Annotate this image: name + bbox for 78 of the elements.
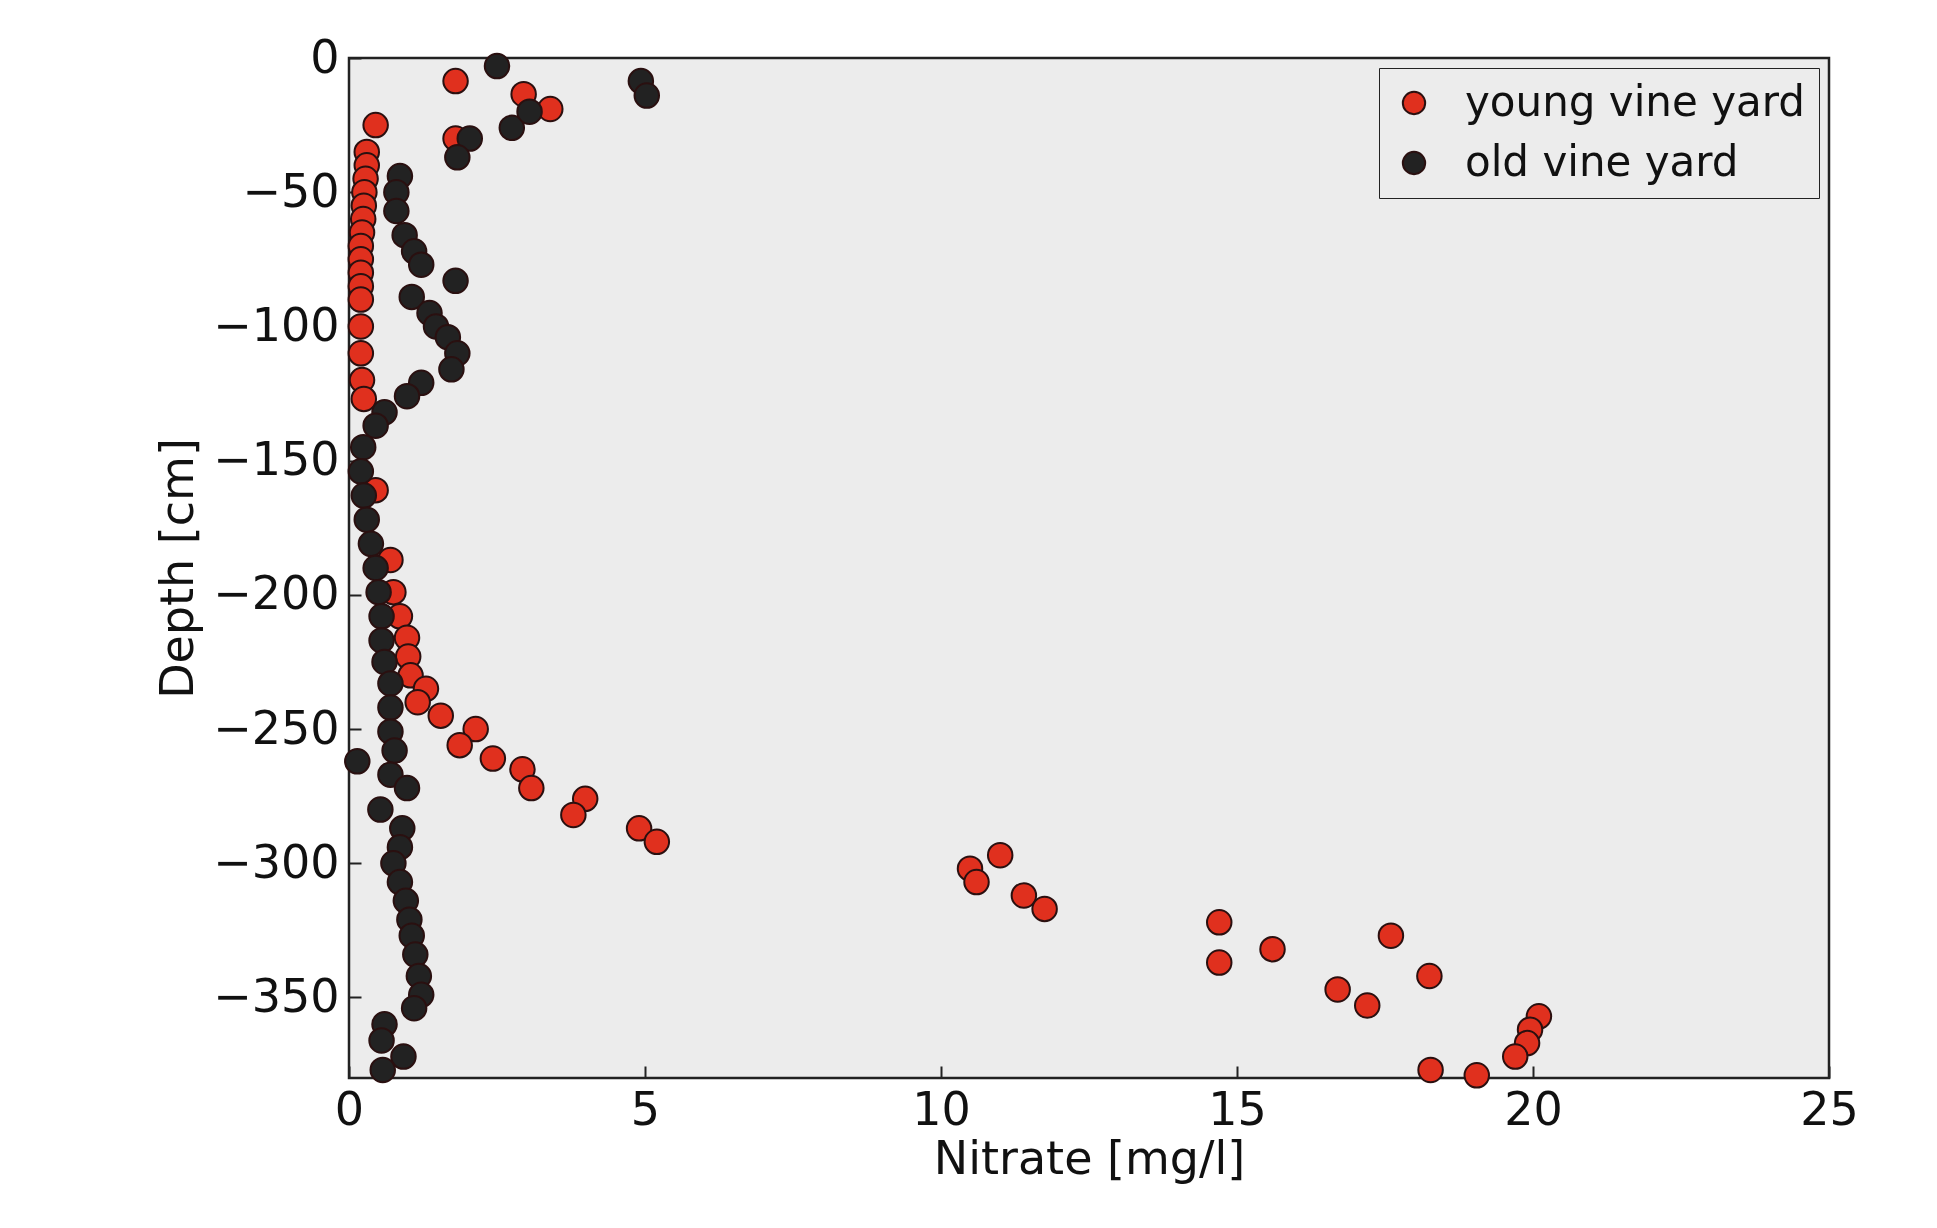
point — [1205, 909, 1233, 936]
y-tick-label: −150 — [213, 432, 340, 487]
point — [367, 796, 394, 823]
point — [986, 841, 1014, 869]
y-tick-label: −250 — [213, 700, 340, 755]
point — [633, 82, 661, 109]
point — [347, 340, 375, 367]
y-tick-label: −350 — [213, 968, 340, 1023]
point — [427, 702, 455, 729]
point — [1324, 976, 1351, 1003]
point — [347, 286, 375, 313]
point — [349, 433, 377, 461]
point — [371, 648, 398, 676]
point — [479, 745, 507, 772]
point — [377, 670, 404, 697]
point — [1259, 935, 1286, 963]
point — [444, 144, 471, 171]
point — [357, 530, 385, 558]
y-tick-label: 0 — [310, 29, 340, 84]
point — [350, 482, 378, 509]
point — [350, 385, 378, 413]
point — [462, 715, 489, 743]
point — [1205, 949, 1233, 976]
point — [402, 941, 429, 968]
legend-label: old vine yard — [1465, 137, 1739, 186]
point — [362, 554, 389, 582]
point — [442, 67, 469, 95]
point — [362, 111, 389, 139]
point — [560, 801, 587, 829]
point — [625, 815, 653, 842]
point — [347, 313, 375, 340]
point — [498, 114, 526, 142]
point — [365, 578, 392, 606]
point — [344, 748, 371, 775]
point — [446, 731, 473, 759]
point — [963, 868, 990, 896]
x-tick-label: 25 — [1800, 1081, 1859, 1136]
point — [369, 1056, 396, 1084]
point — [456, 125, 484, 152]
point — [393, 382, 421, 410]
point — [1010, 882, 1038, 909]
x-tick-label: 5 — [630, 1081, 661, 1136]
point — [400, 994, 428, 1022]
point — [1463, 1062, 1491, 1089]
point — [377, 761, 404, 788]
point — [390, 1043, 417, 1070]
point — [347, 458, 375, 485]
point — [442, 267, 469, 295]
y-tick-label: −100 — [213, 297, 340, 352]
point — [483, 52, 511, 80]
point — [404, 688, 431, 716]
point — [1416, 962, 1443, 990]
legend-label: young vine yard — [1465, 77, 1805, 126]
x-tick-label: 20 — [1504, 1081, 1563, 1136]
point — [362, 412, 389, 439]
point — [368, 1027, 395, 1054]
point — [383, 197, 410, 225]
point — [353, 506, 381, 533]
point — [393, 774, 421, 802]
point — [398, 283, 425, 311]
point — [518, 774, 545, 802]
point — [516, 98, 543, 125]
point — [407, 251, 435, 278]
point — [438, 356, 465, 383]
point — [1353, 992, 1381, 1019]
point — [377, 694, 404, 721]
y-tick-label: −300 — [213, 834, 340, 889]
point — [368, 627, 395, 654]
point — [643, 828, 671, 856]
point — [368, 603, 395, 630]
point — [1501, 1043, 1529, 1070]
point — [381, 737, 408, 764]
point — [1417, 1056, 1444, 1084]
point — [1031, 895, 1058, 923]
y-axis-title: Depth [cm] — [150, 438, 205, 699]
point — [1377, 922, 1405, 949]
y-tick-label: −200 — [213, 566, 340, 621]
y-tick-label: −50 — [242, 163, 340, 218]
